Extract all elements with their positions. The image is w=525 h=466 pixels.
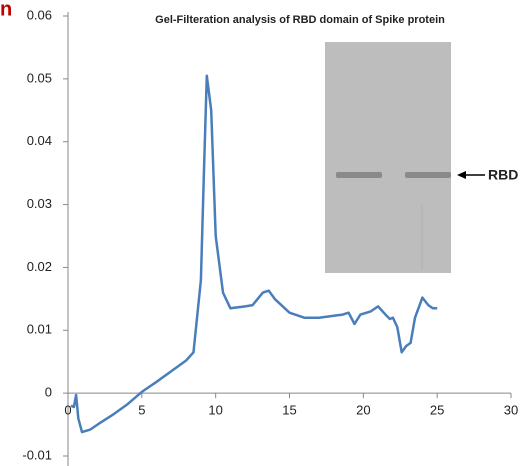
y-tick-label: 0.06 [27, 7, 52, 22]
y-tick-label: 0.03 [27, 196, 52, 211]
y-tick-label: 0.01 [27, 322, 52, 337]
gel-band [336, 172, 382, 178]
gel-image [325, 42, 451, 273]
y-tick-label: 0.04 [27, 133, 52, 148]
y-tick-label: 0 [45, 385, 52, 400]
x-tick-label: 0 [64, 403, 71, 418]
panel-label: n [0, 0, 12, 20]
x-tick-label: 30 [504, 403, 518, 418]
y-tick-label: -0.01 [22, 447, 52, 462]
arrow-head [457, 171, 466, 179]
x-tick-label: 20 [356, 403, 370, 418]
gel-band [405, 172, 451, 178]
x-tick-label: 15 [282, 403, 296, 418]
chart: n Gel-Filteration analysis of RBD domain… [0, 0, 525, 466]
x-tick-label: 25 [430, 403, 444, 418]
annotation: RBD [488, 167, 518, 183]
x-tick-label: 10 [208, 403, 222, 418]
y-tick-label: 0.05 [27, 70, 52, 85]
y-tick-label: 0.02 [27, 259, 52, 274]
gel-background [325, 42, 451, 273]
chart-title: Gel-Filteration analysis of RBD domain o… [155, 14, 445, 26]
x-tick-label: 5 [138, 403, 145, 418]
